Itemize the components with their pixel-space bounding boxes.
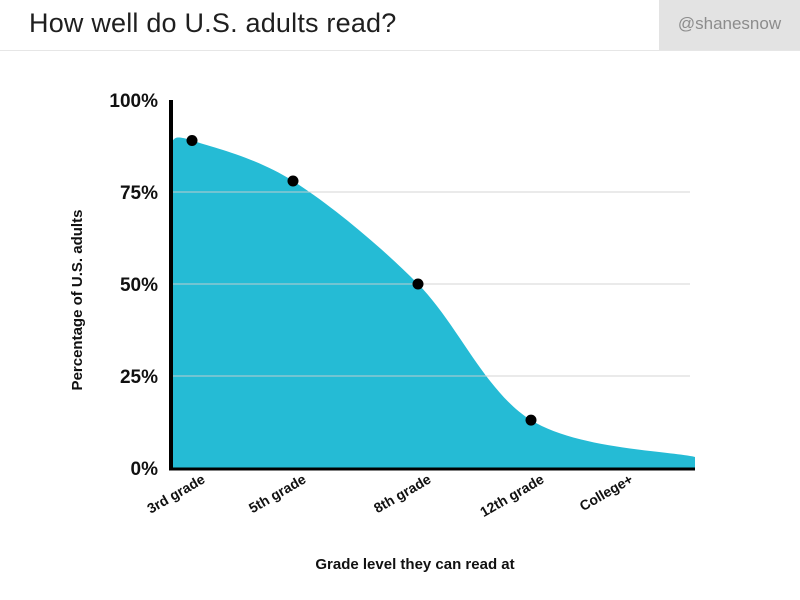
handle-badge: @shanesnow (659, 0, 800, 50)
y-tick-label: 50% (120, 275, 158, 296)
data-point-3 (412, 278, 424, 290)
header-bar: How well do U.S. adults read? @shanesnow (0, 0, 800, 51)
x-tick-label: 8th grade (371, 471, 434, 516)
y-tick-labels: 0% 25% 50% 75% 100% (109, 91, 158, 480)
y-tick-label: 100% (109, 91, 158, 112)
data-point-2 (287, 175, 299, 187)
area-fill (172, 137, 695, 468)
grid-layer (172, 191, 690, 377)
x-axis-label: Grade level they can read at (315, 556, 514, 573)
data-point-4 (525, 414, 537, 426)
x-tick-label: 5th grade (246, 471, 309, 516)
author-handle: @shanesnow (677, 14, 782, 33)
y-tick-label: 0% (131, 459, 159, 480)
y-tick-label: 25% (120, 367, 158, 388)
x-tick-label: 12th grade (477, 471, 546, 520)
y-axis-label: Percentage of U.S. adults (69, 210, 86, 391)
y-tick-label: 75% (120, 183, 158, 204)
data-point-1 (186, 134, 198, 146)
x-tick-labels: 3rd grade 5th grade 8th grade 12th grade Col… (144, 471, 635, 520)
chart-title: How well do U.S. adults read? (29, 8, 397, 38)
x-tick-label: College+ (577, 471, 636, 514)
area-layer (172, 137, 695, 468)
point-layer (186, 134, 537, 426)
axis-layer (169, 100, 695, 471)
